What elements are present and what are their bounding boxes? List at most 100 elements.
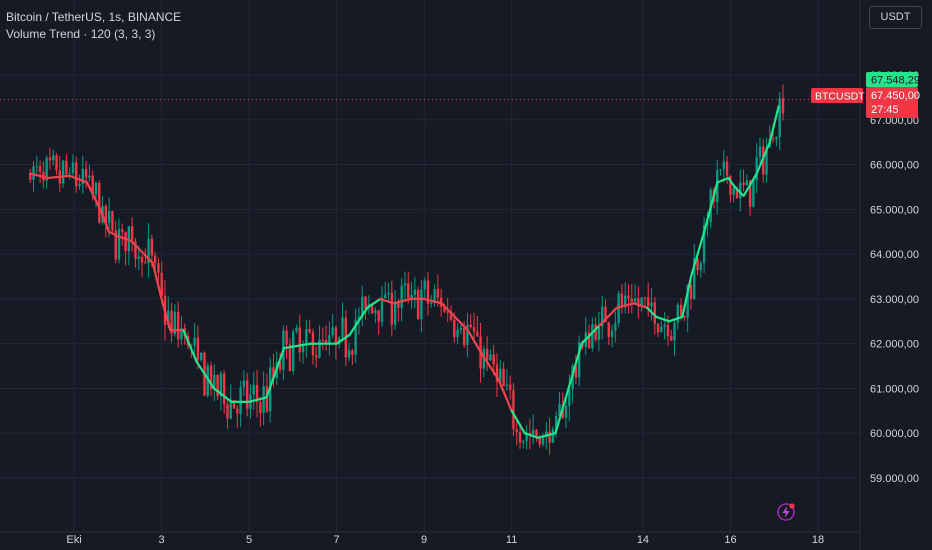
candle-body bbox=[591, 324, 594, 349]
candle-body bbox=[732, 188, 735, 195]
trend-segment bbox=[99, 208, 111, 233]
candle-body bbox=[173, 311, 177, 334]
candle-body bbox=[255, 384, 259, 403]
candle-body bbox=[781, 98, 785, 114]
candle-body bbox=[531, 429, 535, 435]
candle-body bbox=[403, 283, 407, 286]
volume-trend-line bbox=[29, 105, 780, 439]
candle-body bbox=[775, 137, 778, 140]
candle-body bbox=[52, 155, 55, 161]
candle-body bbox=[722, 161, 726, 170]
candle-body bbox=[160, 272, 163, 296]
trend-segment bbox=[265, 347, 286, 399]
candle-body bbox=[288, 344, 292, 372]
candle-body bbox=[423, 280, 426, 290]
trend-segment bbox=[379, 297, 395, 305]
candle-body bbox=[538, 437, 541, 445]
candle-body bbox=[153, 255, 157, 264]
candle-body bbox=[127, 226, 131, 252]
candle-body bbox=[462, 327, 466, 345]
candle-body bbox=[222, 373, 226, 405]
price-tick-label: 59.000,00 bbox=[870, 473, 919, 485]
symbol-label: BTCUSDT bbox=[815, 91, 865, 103]
candle-body bbox=[91, 175, 94, 195]
candle-body bbox=[259, 402, 262, 413]
symbol-title[interactable]: Bitcoin / TetherUS, 1s, BINANCE bbox=[6, 10, 182, 24]
trend-segment bbox=[29, 172, 49, 180]
candle-body bbox=[61, 160, 65, 184]
candle-body bbox=[239, 387, 242, 414]
trend-segment bbox=[727, 176, 736, 189]
candle-body bbox=[45, 157, 48, 181]
candle-body bbox=[607, 322, 610, 337]
trend-segment bbox=[247, 396, 268, 403]
candle-body bbox=[778, 98, 781, 138]
symbol-tag bbox=[811, 88, 863, 103]
candle-body bbox=[640, 297, 643, 307]
currency-button[interactable]: USDT bbox=[869, 6, 922, 29]
candle-body bbox=[650, 302, 653, 307]
candle-body bbox=[167, 310, 170, 326]
candle-body bbox=[84, 169, 88, 178]
candle-body bbox=[739, 182, 742, 199]
candle-body bbox=[334, 327, 338, 345]
candle-body bbox=[370, 303, 374, 314]
candle-body bbox=[94, 182, 98, 195]
candle-body bbox=[752, 180, 755, 207]
candle-body bbox=[755, 157, 758, 181]
trend-segment bbox=[151, 261, 163, 300]
candle-body bbox=[719, 169, 722, 171]
candle-body bbox=[190, 345, 193, 347]
candle-body bbox=[689, 284, 693, 299]
price-tick-label: 60.000,00 bbox=[870, 428, 919, 440]
trend-segment bbox=[348, 306, 369, 336]
indicator-legend[interactable]: Volume Trend · 120 (3, 3, 3) bbox=[6, 27, 156, 41]
candle-body bbox=[449, 311, 453, 320]
candle-body bbox=[630, 298, 633, 302]
candle-body bbox=[35, 166, 39, 168]
trend-segment bbox=[733, 185, 745, 197]
candle-body bbox=[564, 405, 568, 418]
candle-body bbox=[55, 155, 58, 171]
trend-segment bbox=[633, 302, 649, 309]
candle-body bbox=[594, 324, 597, 340]
candle-body bbox=[660, 326, 663, 333]
trend-segment bbox=[615, 302, 636, 309]
candle-body bbox=[725, 161, 729, 176]
candle-body bbox=[216, 374, 219, 397]
candle-body bbox=[489, 354, 492, 361]
candle-body bbox=[456, 329, 459, 338]
candle-body bbox=[620, 293, 624, 308]
price-tick-label: 64.000,00 bbox=[870, 249, 919, 261]
candle-body bbox=[699, 263, 703, 271]
trend-segment bbox=[523, 432, 540, 439]
trend-segment bbox=[86, 181, 102, 211]
trend-segment bbox=[195, 360, 216, 390]
candle-body bbox=[436, 289, 440, 298]
time-tick-label: 18 bbox=[812, 534, 824, 546]
candle-body bbox=[410, 295, 413, 299]
candle-body bbox=[157, 263, 160, 273]
time-tick-label: Eki bbox=[66, 534, 81, 546]
candle-body bbox=[305, 329, 308, 346]
candle-body bbox=[400, 285, 403, 308]
candle-body bbox=[328, 335, 331, 343]
candle-body bbox=[341, 317, 344, 338]
trend-segment bbox=[497, 378, 513, 412]
candle-body bbox=[416, 289, 420, 320]
countdown-label: 27:45 bbox=[871, 104, 899, 116]
trend-segment bbox=[282, 342, 312, 350]
candle-body bbox=[78, 184, 81, 187]
candle-body bbox=[193, 337, 196, 346]
candle-body bbox=[676, 304, 680, 323]
trend-segment bbox=[107, 230, 119, 238]
trend-segment bbox=[742, 172, 758, 197]
price-axis: 59.000,00 60.000,00 61.000,00 62.000,00 63.0… bbox=[870, 70, 919, 485]
lightning-icon[interactable] bbox=[776, 502, 796, 522]
candle-body bbox=[679, 304, 683, 316]
candle-body bbox=[117, 229, 121, 260]
trend-segment bbox=[182, 329, 198, 363]
candle-body bbox=[495, 364, 499, 382]
trend-segment bbox=[466, 329, 483, 354]
